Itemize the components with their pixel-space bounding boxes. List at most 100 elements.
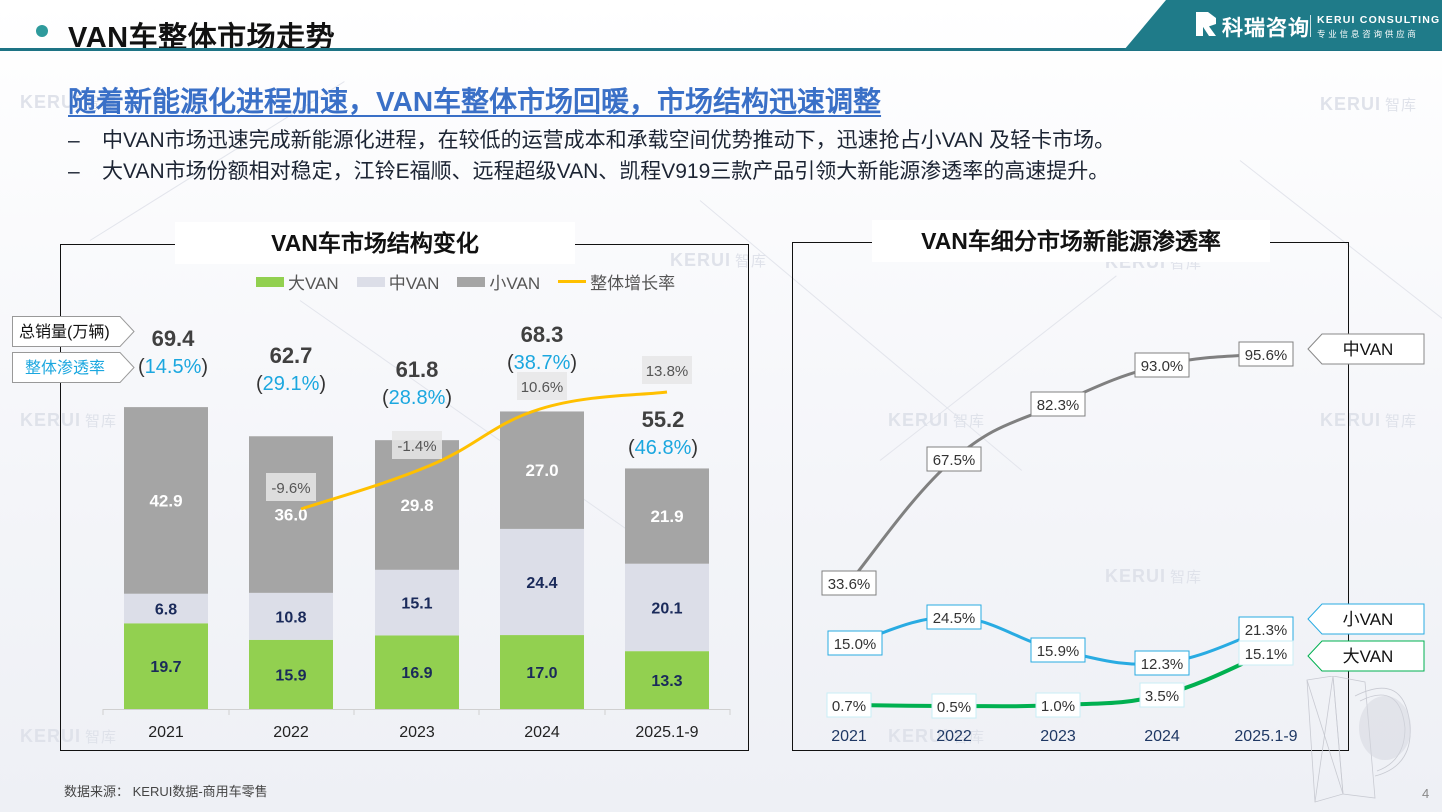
data-label-box-large-van [1139,682,1185,708]
data-label-small-van: 24.5% [933,610,976,627]
data-label-large-van: 0.7% [832,698,866,715]
penetration-label: (28.8%) [382,387,452,409]
bullet-item: – 中VAN市场迅速完成新能源化进程，在较低的运营成本和承载空间优势推动下，迅速抢… [68,124,1115,155]
data-source: 数据来源： KERUI数据-商用车零售 [64,784,268,799]
series-tag-shape [1307,640,1425,672]
header-divider [0,48,1442,51]
growth-rate-line [300,390,668,511]
legend-line-swatch [558,280,587,283]
brand-separator [1310,15,1311,37]
legend-item-growth-rate: 整体增长率 [558,269,675,294]
growth-label-bg [266,473,316,501]
total-sales-label: 55.2 [642,407,685,432]
page-number: 4 [1422,786,1430,801]
growth-rate-label: 10.6% [521,379,564,396]
bar-segment-small-van [124,407,208,594]
legend-label: 整体增长率 [590,274,676,293]
penetration-callout-shape [12,352,135,383]
data-label-box-mid-van [1030,391,1086,417]
data-label-small-van: 12.3% [1141,656,1184,673]
series-tag-large: 大VAN [1343,647,1394,666]
legend-item-small-van: 小VAN [457,269,540,294]
bar-value-label: 13.3 [651,673,682,690]
data-label-box-large-van [826,692,872,718]
bar-value-label: 10.8 [275,609,306,626]
bar-segment-large-van [375,635,459,709]
bar-value-label: 15.9 [275,667,306,684]
growth-rate-label: -9.6% [271,480,310,497]
kerui-logo-icon [1196,12,1216,36]
bar-value-label: 20.1 [651,600,682,617]
bar-value-label: 27.0 [525,461,558,480]
line-mid-van [847,352,1267,584]
bullet-dash: – [68,160,80,183]
bar-segment-large-van [249,639,333,709]
series-tag-small: 小VAN [1343,610,1394,629]
left-callouts: 总销量(万辆) 整体渗透率 [12,316,135,383]
bullet-dash: – [68,129,80,152]
data-label-box-large-van [1238,640,1294,666]
title-bullet-icon [36,25,48,37]
penetration-chart-title: VAN车细分市场新能源渗透率 [872,220,1270,262]
legend-swatch [356,276,385,287]
bar-segment-mid-van [625,563,709,652]
legend-item-mid-van: 中VAN [356,269,439,294]
x-tick-label: 2021 [831,728,867,745]
bullet-text: 大VAN市场份额相对稳定，江铃E福顺、远程超级VAN、凯程V919三款产品引领大… [102,160,1110,183]
penetration-label: (14.5%) [138,356,208,378]
data-label-small-van: 15.9% [1037,643,1080,660]
bar-segment-large-van [124,623,208,709]
headline: 随着新能源化进程加速，VAN车整体市场回暖，市场结构迅速调整 [68,86,882,117]
total-sales-label: 62.7 [270,343,313,368]
data-label-box-large-van [1035,692,1081,718]
bar-segment-small-van [625,468,709,564]
bar-value-label: 42.9 [149,491,182,510]
growth-label-bg [517,372,567,400]
brand-tagline: 专业信息咨询供应商 [1317,29,1419,39]
data-label-box-mid-van [821,570,877,596]
legend-label: 大VAN [288,274,339,293]
x-tick-label: 2023 [399,724,435,741]
data-label-box-small-van [1134,650,1190,676]
legend-swatch [457,276,486,287]
growth-rate-label: -1.4% [397,438,436,455]
penetration-label: (38.7%) [507,352,577,374]
x-tick-label: 2024 [524,724,560,741]
total-sales-label: 68.3 [521,322,564,347]
bar-segment-mid-van [124,593,208,624]
series-tag-shape [1307,603,1425,635]
slide-header: VAN车整体市场走势 [0,0,1442,54]
data-label-mid-van: 67.5% [933,452,976,469]
x-tick-label: 2022 [273,724,309,741]
data-label-box-small-van [1030,637,1086,663]
x-tick-label: 2025.1-9 [635,724,698,741]
data-label-box-small-van [926,604,982,630]
data-label-small-van: 15.0% [834,636,877,653]
bar-segment-large-van [625,651,709,709]
total-sales-callout-shape [12,316,135,347]
legend-label: 小VAN [489,274,541,293]
data-label-mid-van: 95.6% [1245,347,1288,364]
bar-value-label: 15.1 [401,596,432,613]
bar-segment-large-van [500,635,584,709]
penetration-callout: 整体渗透率 [25,359,105,377]
legend-item-large-van: 大VAN [256,269,339,294]
decorative-3d-logo-icon [1306,676,1411,803]
data-label-box-mid-van [926,446,982,472]
bar-value-label: 17.0 [526,665,557,682]
bar-value-label: 19.7 [150,659,181,676]
growth-rate-label: 13.8% [646,363,689,380]
brand-name-en: KERUI CONSULTING [1317,14,1441,26]
bar-value-label: 16.9 [401,665,432,682]
data-label-mid-van: 82.3% [1037,397,1080,414]
bar-value-label: 24.4 [526,575,557,592]
growth-label-bg [392,431,442,459]
brand-name-cn: 科瑞咨询 [1222,17,1310,40]
series-tag-shape [1307,333,1425,365]
x-tick-label: 2024 [1144,728,1180,745]
bar-segment-mid-van [249,592,333,640]
total-sales-callout: 总销量(万辆) [19,323,110,341]
bar-segment-small-van [375,440,459,570]
